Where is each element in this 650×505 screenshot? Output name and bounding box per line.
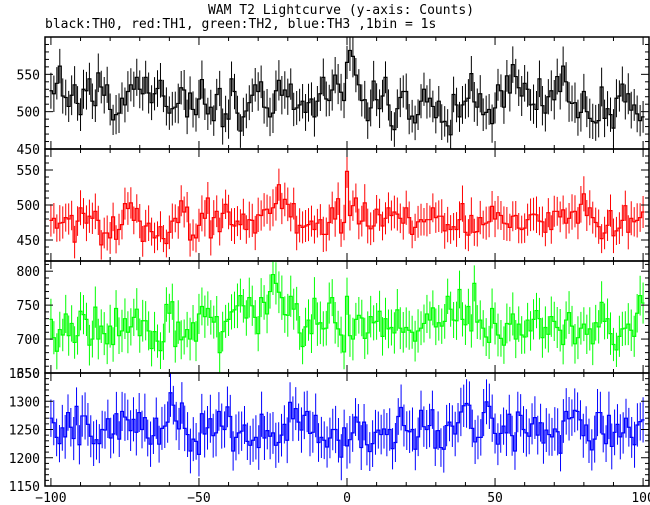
chart-title: WAM T2 Lightcurve (y-axis: Counts) xyxy=(208,3,474,18)
y-tick-label: 700 xyxy=(17,333,40,348)
x-tick-label: 100 xyxy=(631,491,650,505)
panel-th0: 450 500 550 xyxy=(17,36,650,158)
y-tick-label: 1300 xyxy=(9,395,40,410)
y-tick-label: 450 xyxy=(17,143,40,158)
y-tick-label: 450 xyxy=(17,234,40,249)
y-tick-label: 550 xyxy=(17,68,40,83)
y-tick-label: 1200 xyxy=(9,452,40,467)
y-tick-label: 800 xyxy=(17,265,40,280)
panel-th3: 1150 1200 1250 1300 1350 xyxy=(9,367,650,495)
x-tick-label: 0 xyxy=(343,491,351,505)
series-th1-line xyxy=(49,170,645,246)
y-tick-label: 750 xyxy=(17,299,40,314)
chart-subtitle: black:TH0, red:TH1, green:TH2, blue:TH3 … xyxy=(45,17,436,32)
y-tick-label: 1350 xyxy=(9,367,40,382)
series-th3-errorbars xyxy=(50,373,644,481)
panels: 450 500 550 450 500 550 650 700 750 800 1150 1200 12… xyxy=(9,36,650,495)
series-th0-errorbars xyxy=(50,37,644,149)
series-th1-errorbars xyxy=(50,154,644,260)
y-tick-label: 500 xyxy=(17,199,40,214)
y-tick-label: 650 xyxy=(17,367,40,382)
series-th0-line xyxy=(49,49,645,136)
series-th2-errorbars xyxy=(50,261,644,373)
x-tick-label: −100 xyxy=(35,491,66,505)
x-tick-label: 50 xyxy=(487,491,503,505)
y-tick-label: 550 xyxy=(17,164,40,179)
series-th2-line xyxy=(49,273,645,354)
x-axis: −100 −50 0 50 100 xyxy=(35,491,650,505)
panel-th1: 450 500 550 xyxy=(17,148,650,262)
y-tick-label: 1150 xyxy=(9,480,40,495)
x-tick-label: −50 xyxy=(187,491,210,505)
y-tick-label: 500 xyxy=(17,106,40,121)
series-th3-line xyxy=(49,392,645,458)
panel-th2: 650 700 750 800 xyxy=(17,260,650,382)
y-tick-label: 1250 xyxy=(9,424,40,439)
